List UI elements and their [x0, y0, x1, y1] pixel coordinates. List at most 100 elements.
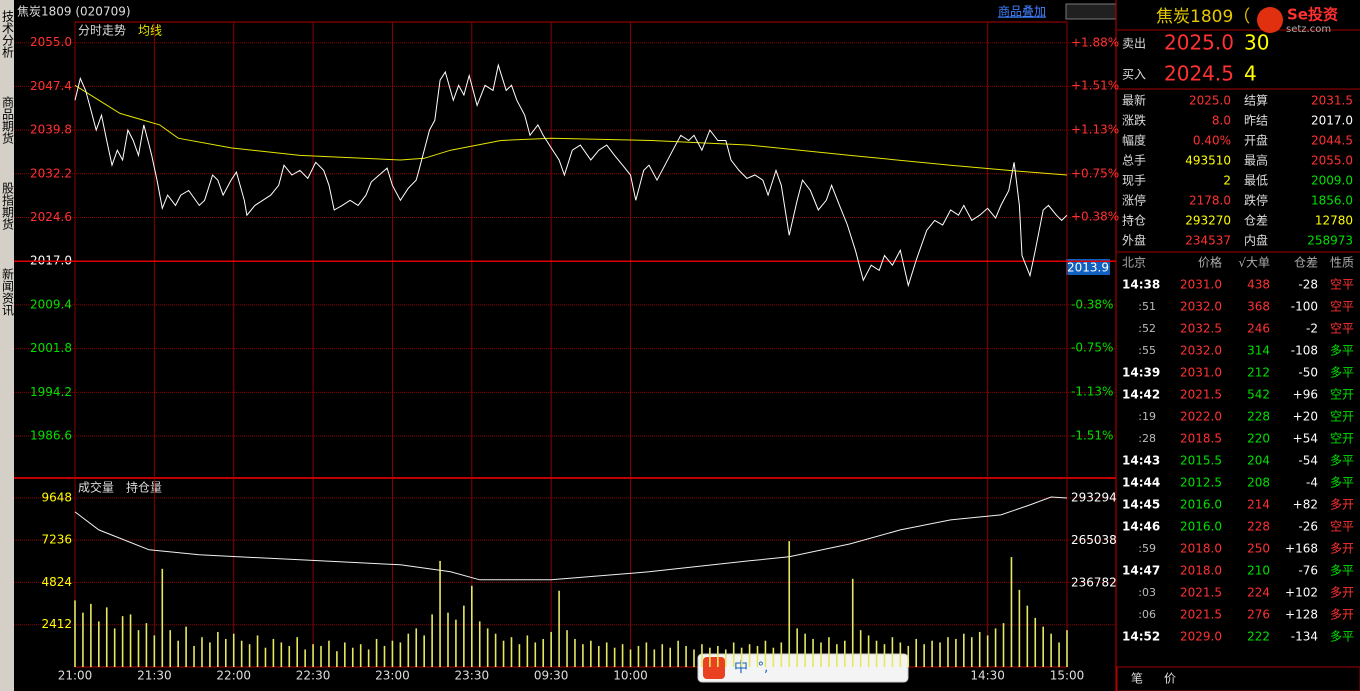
trade-volume: 204	[1247, 454, 1270, 468]
stat-value: 1856.0	[1311, 194, 1353, 208]
trade-oi-change: -4	[1306, 476, 1318, 490]
volume-bar	[90, 603, 92, 667]
volume-bar	[764, 640, 767, 667]
volume-bar	[272, 638, 275, 667]
volume-bar	[836, 644, 838, 667]
volume-bar	[510, 637, 513, 667]
volume-bar	[399, 642, 402, 667]
trade-time: 14:42	[1122, 388, 1160, 402]
volume-bar	[558, 590, 560, 667]
volume-bar	[121, 616, 124, 667]
y-tick-label: 2412	[41, 617, 72, 631]
volume-bar	[383, 645, 386, 667]
y2-tick-label: +1.13%	[1071, 122, 1119, 136]
trade-time: :28	[1138, 432, 1156, 445]
volume-bar	[344, 642, 346, 667]
stat-value: 2178.0	[1189, 194, 1231, 208]
trade-type: 空开	[1330, 432, 1354, 446]
volume-bar	[780, 642, 783, 667]
y2-tick-label: -0.38%	[1071, 298, 1113, 312]
y-tick-label: 7236	[41, 533, 72, 547]
y-tick-label: 4824	[41, 575, 72, 589]
volume-bar	[113, 628, 116, 667]
trade-time: :06	[1138, 608, 1156, 621]
stat-value: 2055.0	[1311, 154, 1353, 168]
volume-bar	[867, 635, 870, 667]
trade-oi-change: -50	[1298, 366, 1318, 380]
stat-value: 8.0	[1212, 114, 1231, 128]
ask-volume: 30	[1244, 31, 1269, 55]
trade-oi-change: -28	[1298, 278, 1318, 292]
volume-bar	[502, 640, 505, 667]
trade-time: 14:39	[1122, 366, 1160, 380]
volume-bar	[566, 630, 568, 667]
volume-bar	[820, 642, 822, 667]
plot-frame	[74, 21, 1068, 668]
volume-bar	[939, 642, 941, 667]
sidebar-tab[interactable]: 技术分析	[1, 10, 15, 59]
volume-bar	[137, 630, 140, 667]
volume-bar	[812, 638, 814, 667]
bottom-tab[interactable]: 价	[1164, 672, 1176, 686]
trade-price: 2031.0	[1180, 366, 1222, 380]
trade-time: 14:45	[1122, 498, 1160, 512]
bottom-tab-bar	[1116, 666, 1360, 691]
stat-label: 最低	[1244, 174, 1268, 188]
volume-bar	[224, 638, 227, 667]
volume-bar	[280, 642, 283, 667]
volume-bar	[1050, 633, 1052, 667]
overlay-button[interactable]: 商品叠加	[998, 4, 1046, 19]
stat-value: 2044.5	[1311, 134, 1353, 148]
sidebar-tab[interactable]: 股指期货	[1, 182, 15, 231]
volume-bar	[970, 637, 973, 667]
x-tick-label: 23:30	[455, 669, 490, 683]
volume-bar	[669, 647, 671, 667]
volume-bar	[447, 612, 449, 667]
volume-bar	[193, 645, 195, 667]
trade-oi-change: -134	[1291, 630, 1318, 644]
sidebar-tab[interactable]: 新闻资讯	[1, 267, 15, 317]
trade-price: 2021.5	[1180, 586, 1222, 600]
stat-label: 外盘	[1122, 233, 1146, 248]
volume-bar	[518, 644, 521, 667]
stat-value: 2017.0	[1311, 114, 1353, 128]
trade-time: :03	[1138, 586, 1156, 599]
volume-bar	[478, 621, 481, 667]
trade-price: 2032.5	[1180, 322, 1222, 336]
bottom-tab[interactable]: 笔	[1131, 671, 1143, 686]
volume-bar	[431, 614, 433, 667]
stat-label: 持仓	[1122, 213, 1146, 228]
volume-bar	[240, 640, 243, 667]
volume-bar	[883, 644, 886, 667]
volume-bar	[955, 638, 957, 667]
ime-toolbar[interactable]	[697, 653, 909, 683]
stat-label: 开盘	[1244, 133, 1268, 148]
stat-label: 跌停	[1244, 193, 1268, 208]
volume-bar	[621, 644, 624, 667]
y2-tick-label: 265038	[1071, 533, 1117, 547]
volume-bar	[677, 640, 679, 667]
top-bar	[14, 0, 1116, 22]
trade-time: :51	[1138, 300, 1156, 313]
window-buttons[interactable]	[1065, 3, 1117, 20]
ime-punct[interactable]: °,	[758, 661, 769, 676]
volume-bar	[423, 635, 425, 667]
trade-type: 空开	[1330, 388, 1354, 402]
volume-bar	[685, 645, 687, 667]
stat-value: 293270	[1185, 214, 1231, 228]
ime-mode[interactable]: 中	[734, 660, 748, 676]
volume-bar	[732, 642, 735, 667]
y2-tick-label: 293294	[1071, 490, 1117, 504]
volume-bar	[98, 621, 100, 667]
volume-bar	[1010, 557, 1013, 667]
trade-type: 多开	[1330, 542, 1354, 556]
sidebar-tab[interactable]: 商品期货	[1, 95, 15, 145]
stat-value: 2025.0	[1189, 94, 1231, 108]
volume-bar	[724, 649, 727, 667]
volume-bar	[963, 633, 965, 667]
volume-bar	[923, 644, 925, 667]
volume-bar	[201, 637, 203, 667]
volume-bar	[1018, 589, 1021, 667]
volume-bar	[455, 619, 457, 667]
y-tick-label: 2001.8	[30, 341, 72, 355]
